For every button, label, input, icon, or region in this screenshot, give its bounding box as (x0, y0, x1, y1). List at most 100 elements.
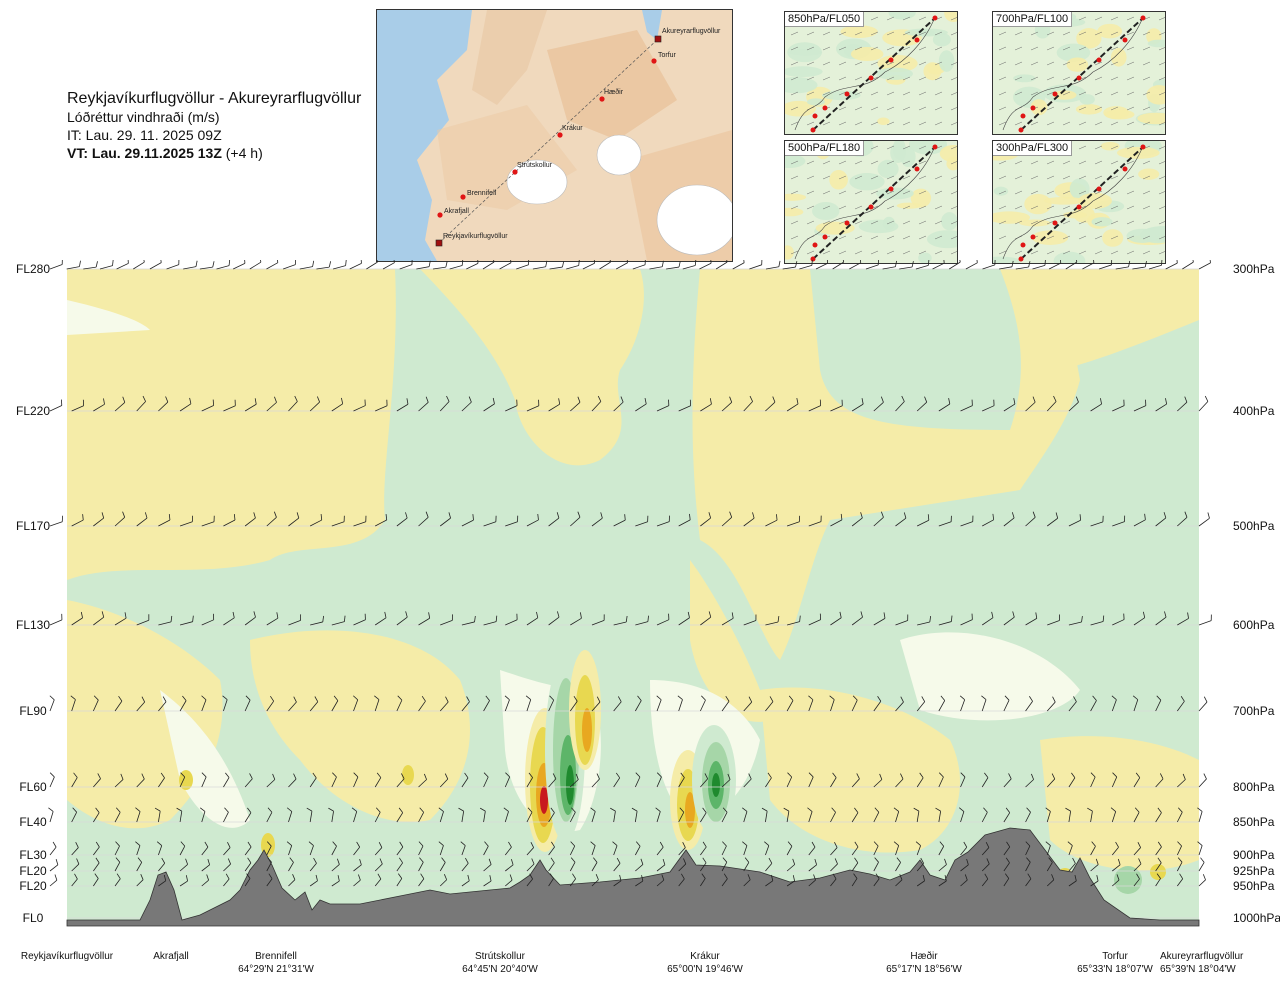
wind-barb (308, 841, 314, 856)
wind-barb (179, 615, 194, 626)
map-waypoint-marker (460, 194, 466, 200)
wind-barb (851, 873, 858, 887)
wind-barb (1198, 260, 1211, 270)
wind-barb (483, 841, 489, 856)
wind-barb (1155, 695, 1162, 712)
wind-barb (1025, 773, 1034, 788)
wind-barb (199, 261, 215, 270)
wind-barb (93, 398, 105, 412)
wind-barb (786, 875, 795, 887)
wind-barb (893, 807, 900, 823)
wind-barb (482, 260, 495, 270)
wind-barb (913, 807, 920, 823)
downdraft-band (1040, 269, 1199, 370)
wind-barb (566, 260, 580, 270)
wind-barb (439, 512, 451, 527)
wind-barb (479, 807, 486, 823)
wind-barb (49, 772, 55, 788)
wind-barb (808, 695, 814, 712)
wind-barb (786, 841, 793, 856)
mini-map-waypoint (888, 186, 894, 192)
wind-barb (266, 695, 275, 712)
wind-barb (244, 773, 253, 788)
mini-map-waypoint (812, 242, 818, 248)
wind-barb (1155, 841, 1162, 856)
mini-map-waypoint (868, 75, 874, 81)
wind-barb (136, 696, 146, 712)
wind-barb (526, 772, 533, 788)
mini-map-waypoint (1096, 186, 1102, 192)
wind-barbs (48, 260, 1212, 887)
wind-barb (799, 260, 813, 270)
wind-barb (764, 841, 770, 856)
wind-barb (1025, 612, 1038, 626)
wind-barb (526, 807, 533, 823)
wind-barb (786, 858, 796, 872)
wind-barb (591, 874, 599, 887)
wind-barb (353, 874, 361, 887)
wind-barb (765, 260, 781, 270)
wind-barb (353, 858, 362, 872)
wind-barb (93, 807, 100, 823)
wind-barb (808, 399, 822, 412)
wind-barb (179, 875, 188, 887)
wind-barb (266, 873, 273, 887)
wind-barb (504, 695, 510, 712)
wind-barb (201, 772, 207, 788)
wind-barb (179, 695, 187, 712)
wind-barb (599, 260, 611, 270)
flight-level-label: FL20 (19, 864, 47, 878)
wind-barb (286, 841, 293, 856)
wind-barb (282, 260, 296, 270)
wind-barb (504, 772, 511, 788)
wind-barb (1155, 398, 1168, 412)
wind-barb (158, 396, 169, 412)
wind-barb (353, 772, 359, 788)
wind-barb (48, 807, 54, 823)
wind-barb (396, 512, 408, 527)
wind-barb (1090, 515, 1104, 527)
waypoint-label: Krákur 65°00'N 19°46'W (650, 950, 760, 976)
wind-barb (808, 515, 822, 527)
wind-barb (1068, 874, 1077, 887)
waypoint-name: Akureyrarflugvöllur (1160, 951, 1244, 962)
wind-barb (960, 858, 969, 872)
waypoint-name: Krákur (690, 951, 720, 962)
wind-barb (613, 396, 624, 412)
wind-barb (499, 260, 512, 270)
wind-barb (1155, 857, 1162, 872)
wind-barb (71, 873, 78, 887)
wind-barb (935, 807, 942, 823)
wind-barb (1025, 857, 1031, 872)
wind-barb (1148, 260, 1163, 270)
mini-map-waypoint (1020, 113, 1026, 119)
wind-barb (1133, 807, 1140, 823)
wind-barb (783, 807, 790, 823)
wind-barb (591, 512, 603, 527)
wind-barb (505, 858, 514, 872)
wind-barb (721, 841, 727, 856)
wind-barb (1003, 611, 1015, 626)
wind-barb (700, 512, 712, 527)
wind-barb (1068, 396, 1079, 412)
wind-barb (244, 398, 257, 412)
wind-barb (1047, 512, 1059, 527)
wind-barb (1177, 511, 1188, 527)
mini-map-label: 300hPa/FL300 (993, 141, 1073, 156)
wind-barb (396, 611, 408, 626)
mini-map-waypoint (1076, 204, 1082, 210)
wind-barb (743, 857, 750, 872)
wind-barb (93, 841, 100, 856)
downdraft-band (420, 269, 644, 466)
wind-barb (310, 615, 324, 626)
wind-barb (353, 515, 367, 527)
wind-barb (526, 842, 534, 856)
flight-level-label: FL280 (16, 262, 50, 276)
wind-barb (582, 260, 595, 270)
mini-map-waypoint (888, 57, 894, 63)
wind-barb (895, 773, 904, 788)
wind-barb (1112, 874, 1120, 887)
map-waypoint-label: Akureyrarflugvöllur (662, 28, 721, 35)
wind-barb (266, 260, 279, 270)
wind-barb (895, 512, 907, 527)
